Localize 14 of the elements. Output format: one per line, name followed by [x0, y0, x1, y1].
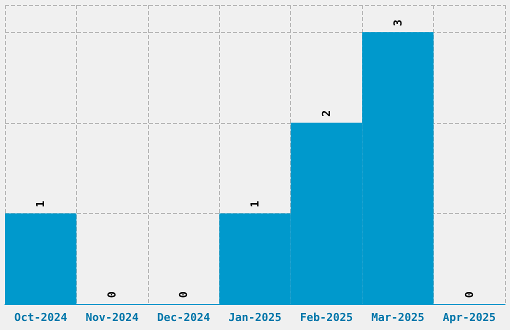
- data-label: 0: [177, 291, 190, 298]
- data-label: 0: [462, 291, 476, 298]
- x-tick-label: Mar-2025: [371, 311, 424, 324]
- x-tick-label: Feb-2025: [300, 311, 353, 324]
- x-tick-label: Apr-2025: [442, 311, 496, 324]
- data-label: 0: [106, 291, 119, 298]
- data-label: 2: [320, 110, 333, 117]
- x-tick-label: Dec-2024: [157, 311, 210, 324]
- x-tick-label: Oct-2024: [14, 311, 68, 324]
- data-label: 1: [248, 200, 262, 208]
- data-label: 1: [34, 200, 48, 208]
- data-label: 3: [391, 20, 404, 26]
- x-tick-label: Jan-2025: [228, 311, 282, 324]
- x-tick-label: Nov-2024: [86, 311, 140, 324]
